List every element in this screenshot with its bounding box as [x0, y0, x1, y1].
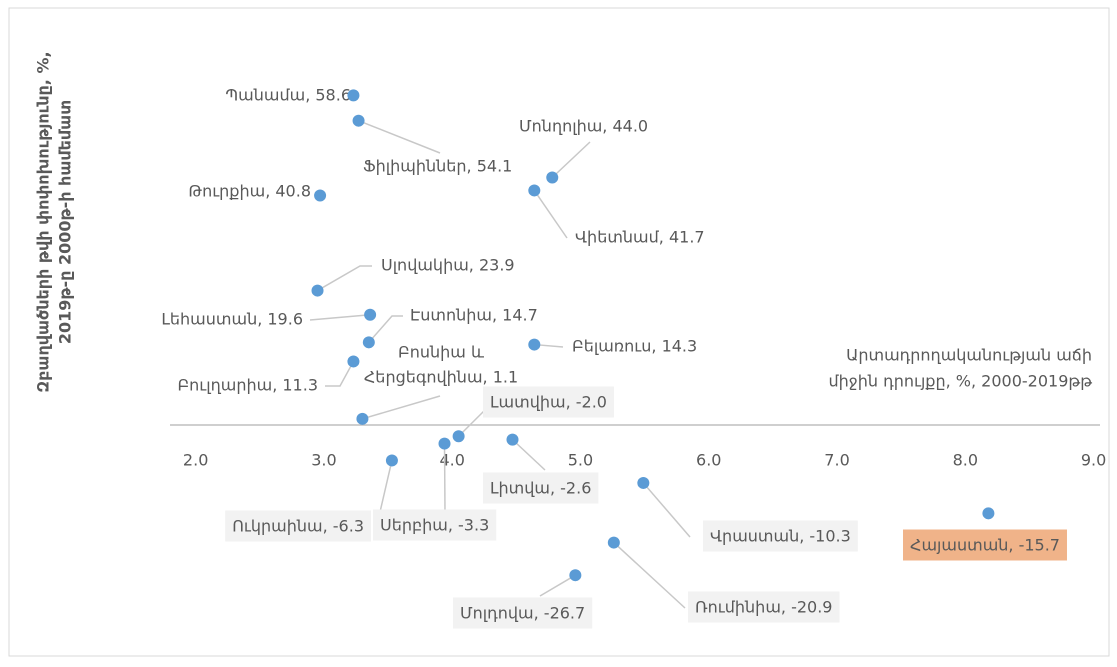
point — [356, 413, 368, 425]
point-label: Ուկրաինա, -6.3 — [232, 517, 364, 536]
x-axis-title: Արտադրողականության աճի — [846, 346, 1092, 365]
x-tick-label: 2.0 — [183, 451, 208, 470]
x-tick-label: 7.0 — [824, 451, 849, 470]
point — [982, 507, 994, 519]
point-label: Էստոնիա, 14.7 — [410, 306, 538, 325]
point-label: Բուլղարիա, 11.3 — [177, 376, 318, 395]
x-axis-title: միջին դրույքը, %, 2000-2019թթ — [829, 372, 1093, 391]
point-label: Վիետնամ, 41.7 — [575, 228, 705, 247]
point — [363, 336, 375, 348]
point — [439, 438, 451, 450]
point — [637, 477, 649, 489]
point — [386, 454, 398, 466]
point-label: Պանամա, 58.6 — [225, 86, 351, 105]
point — [506, 434, 518, 446]
point — [608, 537, 620, 549]
point-label: Ֆիլիպիններ, 54.1 — [363, 157, 512, 176]
point — [353, 115, 365, 127]
point-label: Թուրքիա, 40.8 — [188, 182, 311, 201]
point — [364, 309, 376, 321]
point — [347, 355, 359, 367]
point-label: Մոնղոլիա, 44.0 — [519, 117, 648, 136]
point-label: Լիտվա, -2.6 — [490, 479, 591, 498]
y-axis-title: Զբաղվածների թվի փոփոխությունը, %, — [34, 51, 53, 392]
point — [528, 339, 540, 351]
point — [528, 184, 540, 196]
point-label: Սերբիա, -3.3 — [380, 516, 489, 535]
point-label: Հերցեգովինա, 1.1 — [364, 368, 518, 387]
point — [453, 430, 465, 442]
point-label: Հայաստան, -15.7 — [910, 536, 1060, 555]
point — [312, 285, 324, 297]
x-tick-label: 8.0 — [953, 451, 978, 470]
x-tick-label: 9.0 — [1081, 451, 1106, 470]
x-tick-label: 4.0 — [439, 451, 464, 470]
point-label: Լատվիա, -2.0 — [490, 393, 607, 412]
point-label: Ռումինիա, -20.9 — [695, 598, 832, 617]
y-axis-title: 2019թ-ը 2000թ-ի համեմատ — [56, 100, 75, 344]
x-tick-label: 5.0 — [568, 451, 593, 470]
point — [314, 190, 326, 202]
point-label: Սլովակիա, 23.9 — [381, 256, 515, 275]
point — [347, 89, 359, 101]
point-label: Լեհաստան, 19.6 — [161, 310, 303, 329]
point — [569, 569, 581, 581]
point — [546, 172, 558, 184]
point-label: Բոսնիա և — [398, 343, 484, 362]
x-tick-label: 3.0 — [311, 451, 336, 470]
point-label: Բելառուս, 14.3 — [572, 337, 697, 356]
x-tick-label: 6.0 — [696, 451, 721, 470]
point-label: Մոլդովա, -26.7 — [460, 604, 585, 623]
point-label: Վրաստան, -10.3 — [710, 527, 851, 546]
